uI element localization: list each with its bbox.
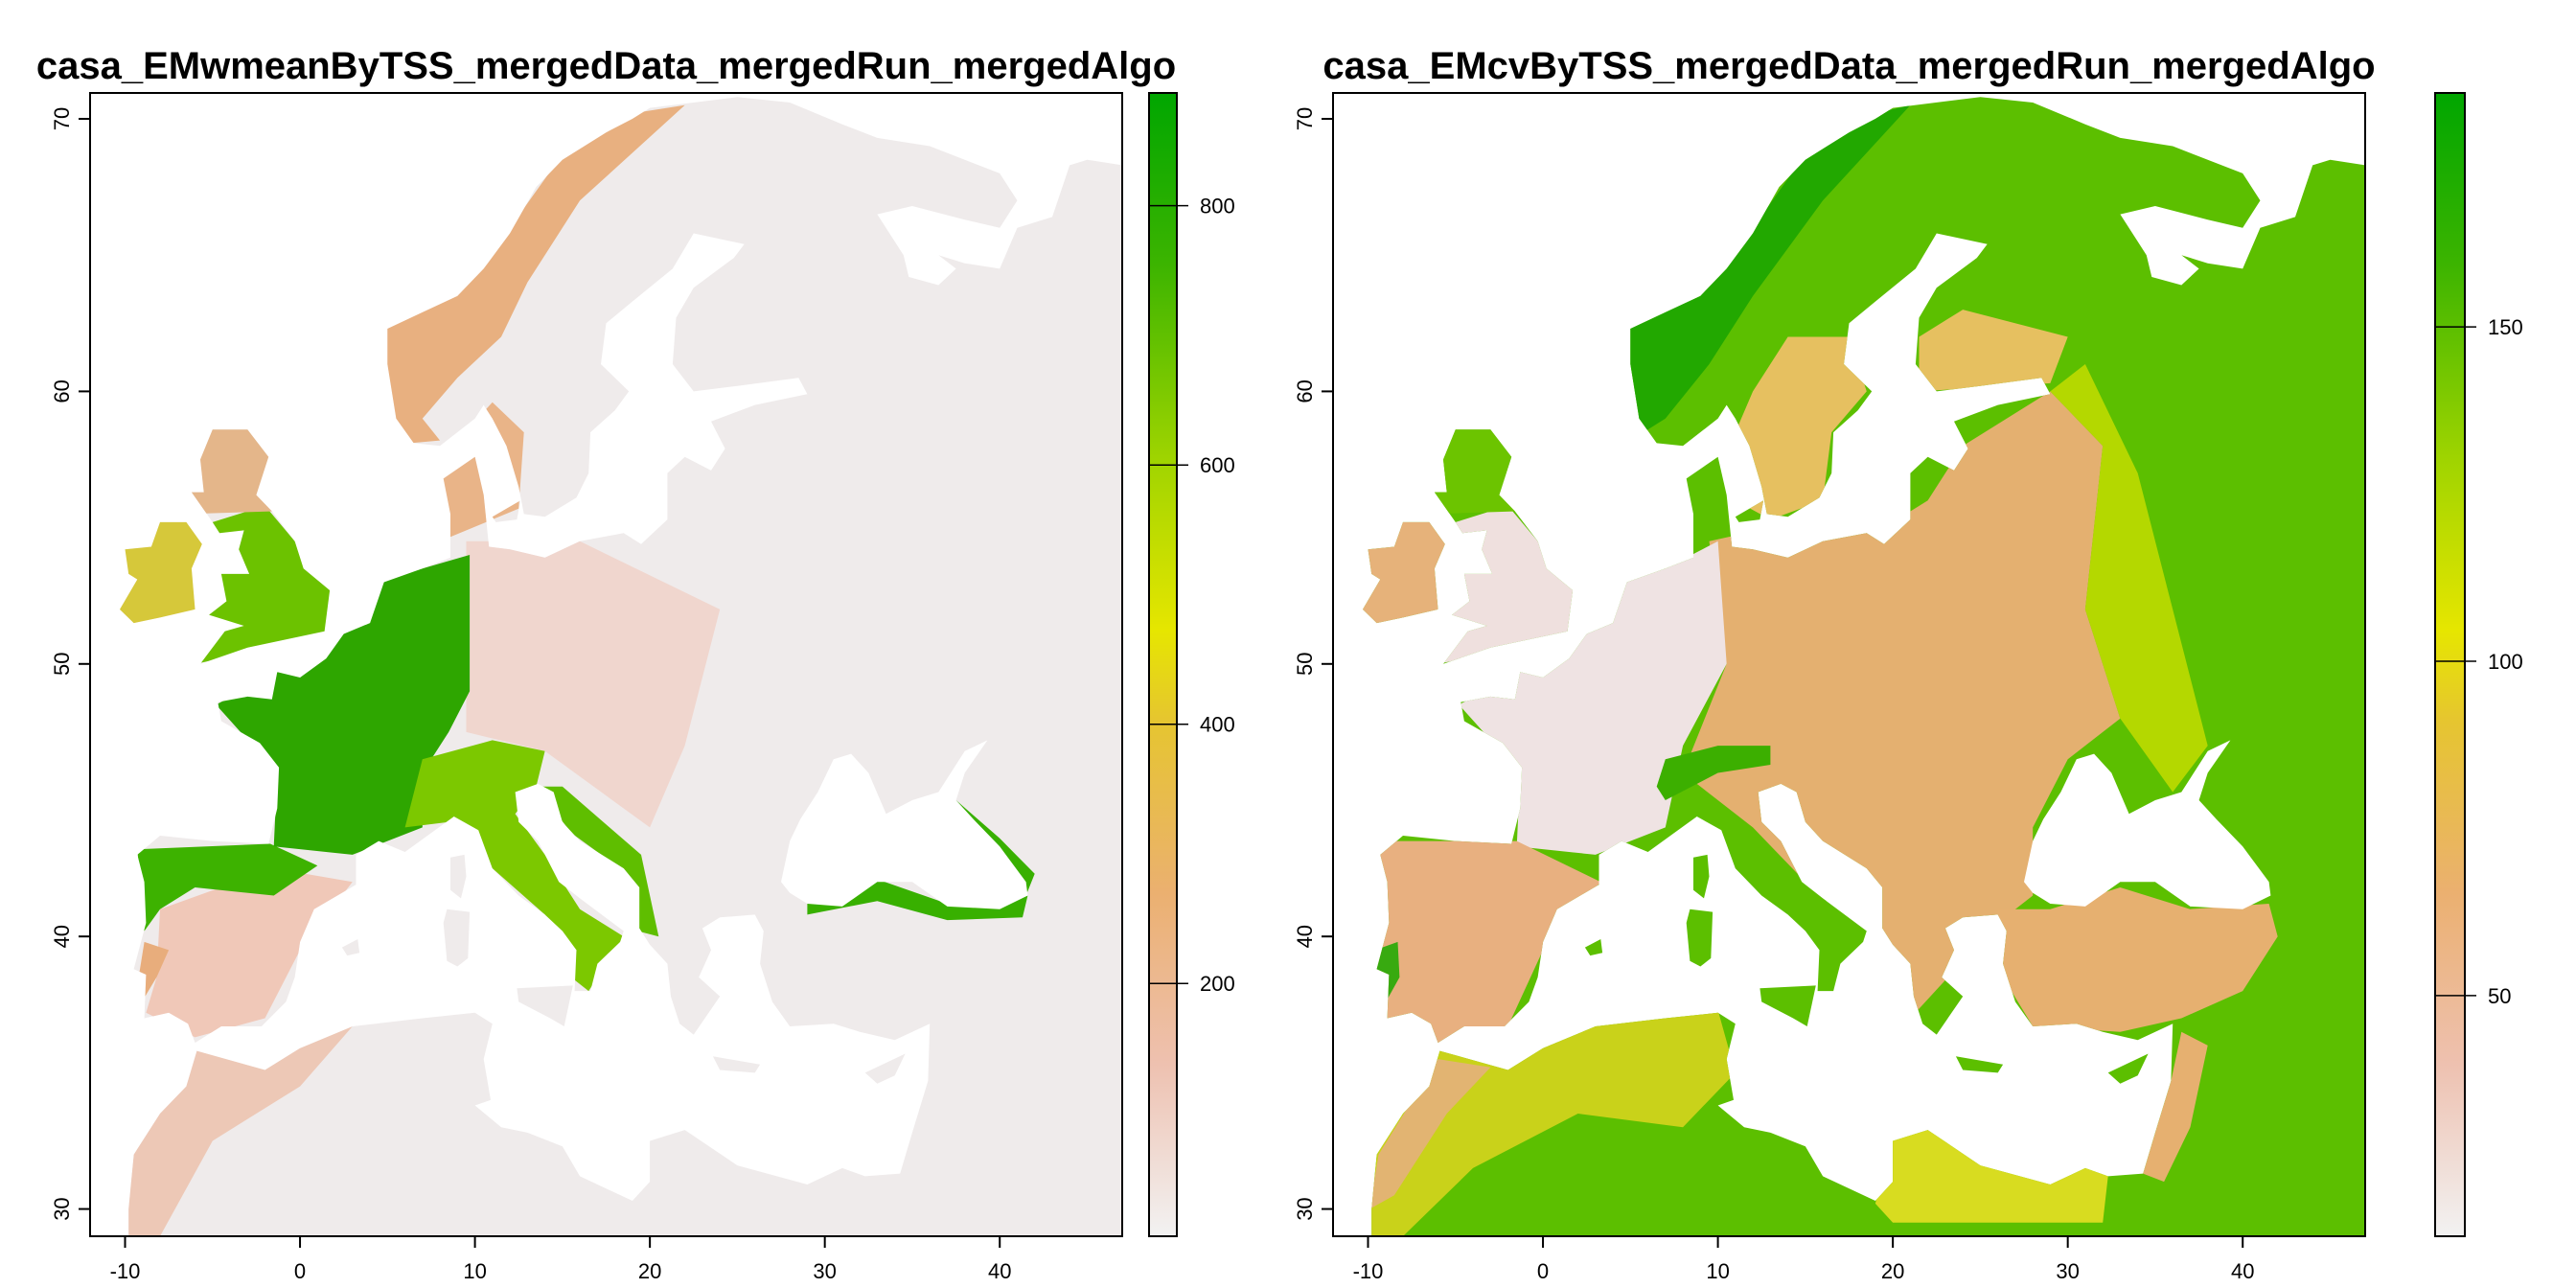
raster-region xyxy=(1429,426,1517,515)
y-tick-label: 60 xyxy=(50,380,74,402)
y-tick-label: 60 xyxy=(1293,380,1317,402)
colorbar-tick-label: 800 xyxy=(1200,195,1235,218)
x-tick-label: 40 xyxy=(2231,1259,2254,1283)
raster-region xyxy=(120,514,204,637)
x-tick-label: 0 xyxy=(1537,1259,1549,1283)
raster-region xyxy=(404,740,624,992)
raster-region xyxy=(1919,310,2068,392)
raster-region xyxy=(1874,1127,2108,1223)
x-tick-label: 40 xyxy=(988,1259,1011,1283)
raster-map xyxy=(1363,97,2365,1236)
raster-region xyxy=(1376,840,1601,1046)
raster-region xyxy=(536,786,659,937)
colorbar-tick-label: 600 xyxy=(1200,453,1235,477)
x-tick-label: 10 xyxy=(1706,1259,1729,1283)
raster-region xyxy=(1656,746,1771,800)
x-tick-label: -10 xyxy=(110,1259,141,1283)
black-sea xyxy=(2024,740,2271,909)
x-tick-label: 10 xyxy=(463,1259,486,1283)
x-tick-label: 20 xyxy=(638,1259,661,1283)
raster-region xyxy=(2143,1031,2208,1183)
y-tick-label: 70 xyxy=(50,107,74,130)
y-tick-label: 40 xyxy=(50,925,74,948)
y-tick-label: 50 xyxy=(50,653,74,676)
raster-region xyxy=(1459,540,1727,855)
x-tick-label: -10 xyxy=(1353,1259,1384,1283)
raster-region xyxy=(1363,514,1447,637)
raster-region xyxy=(466,540,721,828)
raster-region xyxy=(195,505,331,664)
colorbar-tick-label: 100 xyxy=(2488,650,2523,674)
colorbar-tick-label: 200 xyxy=(1200,972,1235,996)
colorbar-tick-label: 50 xyxy=(2488,984,2511,1008)
raster-region xyxy=(1438,505,1574,664)
colorbar-tick-label: 400 xyxy=(1200,713,1235,737)
raster-region xyxy=(186,426,274,515)
raster-region xyxy=(1622,104,1911,447)
colorbar-tick-label: 150 xyxy=(2488,315,2523,339)
black-sea xyxy=(781,740,1028,909)
raster-region xyxy=(1369,1059,1491,1209)
x-tick-label: 0 xyxy=(294,1259,306,1283)
x-tick-label: 20 xyxy=(1881,1259,1904,1283)
map-title: casa_EMwmeanByTSS_mergedData_mergedRun_m… xyxy=(36,45,1176,87)
raster-region xyxy=(1997,887,2278,1032)
x-tick-label: 30 xyxy=(2056,1259,2079,1283)
y-tick-label: 40 xyxy=(1293,925,1317,948)
y-tick-label: 50 xyxy=(1293,653,1317,676)
y-tick-label: 70 xyxy=(1293,107,1317,130)
x-tick-label: 30 xyxy=(813,1259,836,1283)
map-title: casa_EMcvByTSS_mergedData_mergedRun_merg… xyxy=(1322,45,2375,87)
raster-region xyxy=(137,843,318,932)
raster-region xyxy=(216,555,471,855)
raster-region xyxy=(1735,336,1867,520)
raster-map xyxy=(120,97,1122,1236)
y-tick-label: 30 xyxy=(1293,1197,1317,1220)
colorbar xyxy=(1148,92,1178,1237)
raster-region xyxy=(146,868,353,1038)
raster-region xyxy=(379,104,685,447)
colorbar xyxy=(2434,92,2466,1237)
raster-region xyxy=(2050,364,2208,793)
y-tick-label: 30 xyxy=(50,1197,74,1220)
